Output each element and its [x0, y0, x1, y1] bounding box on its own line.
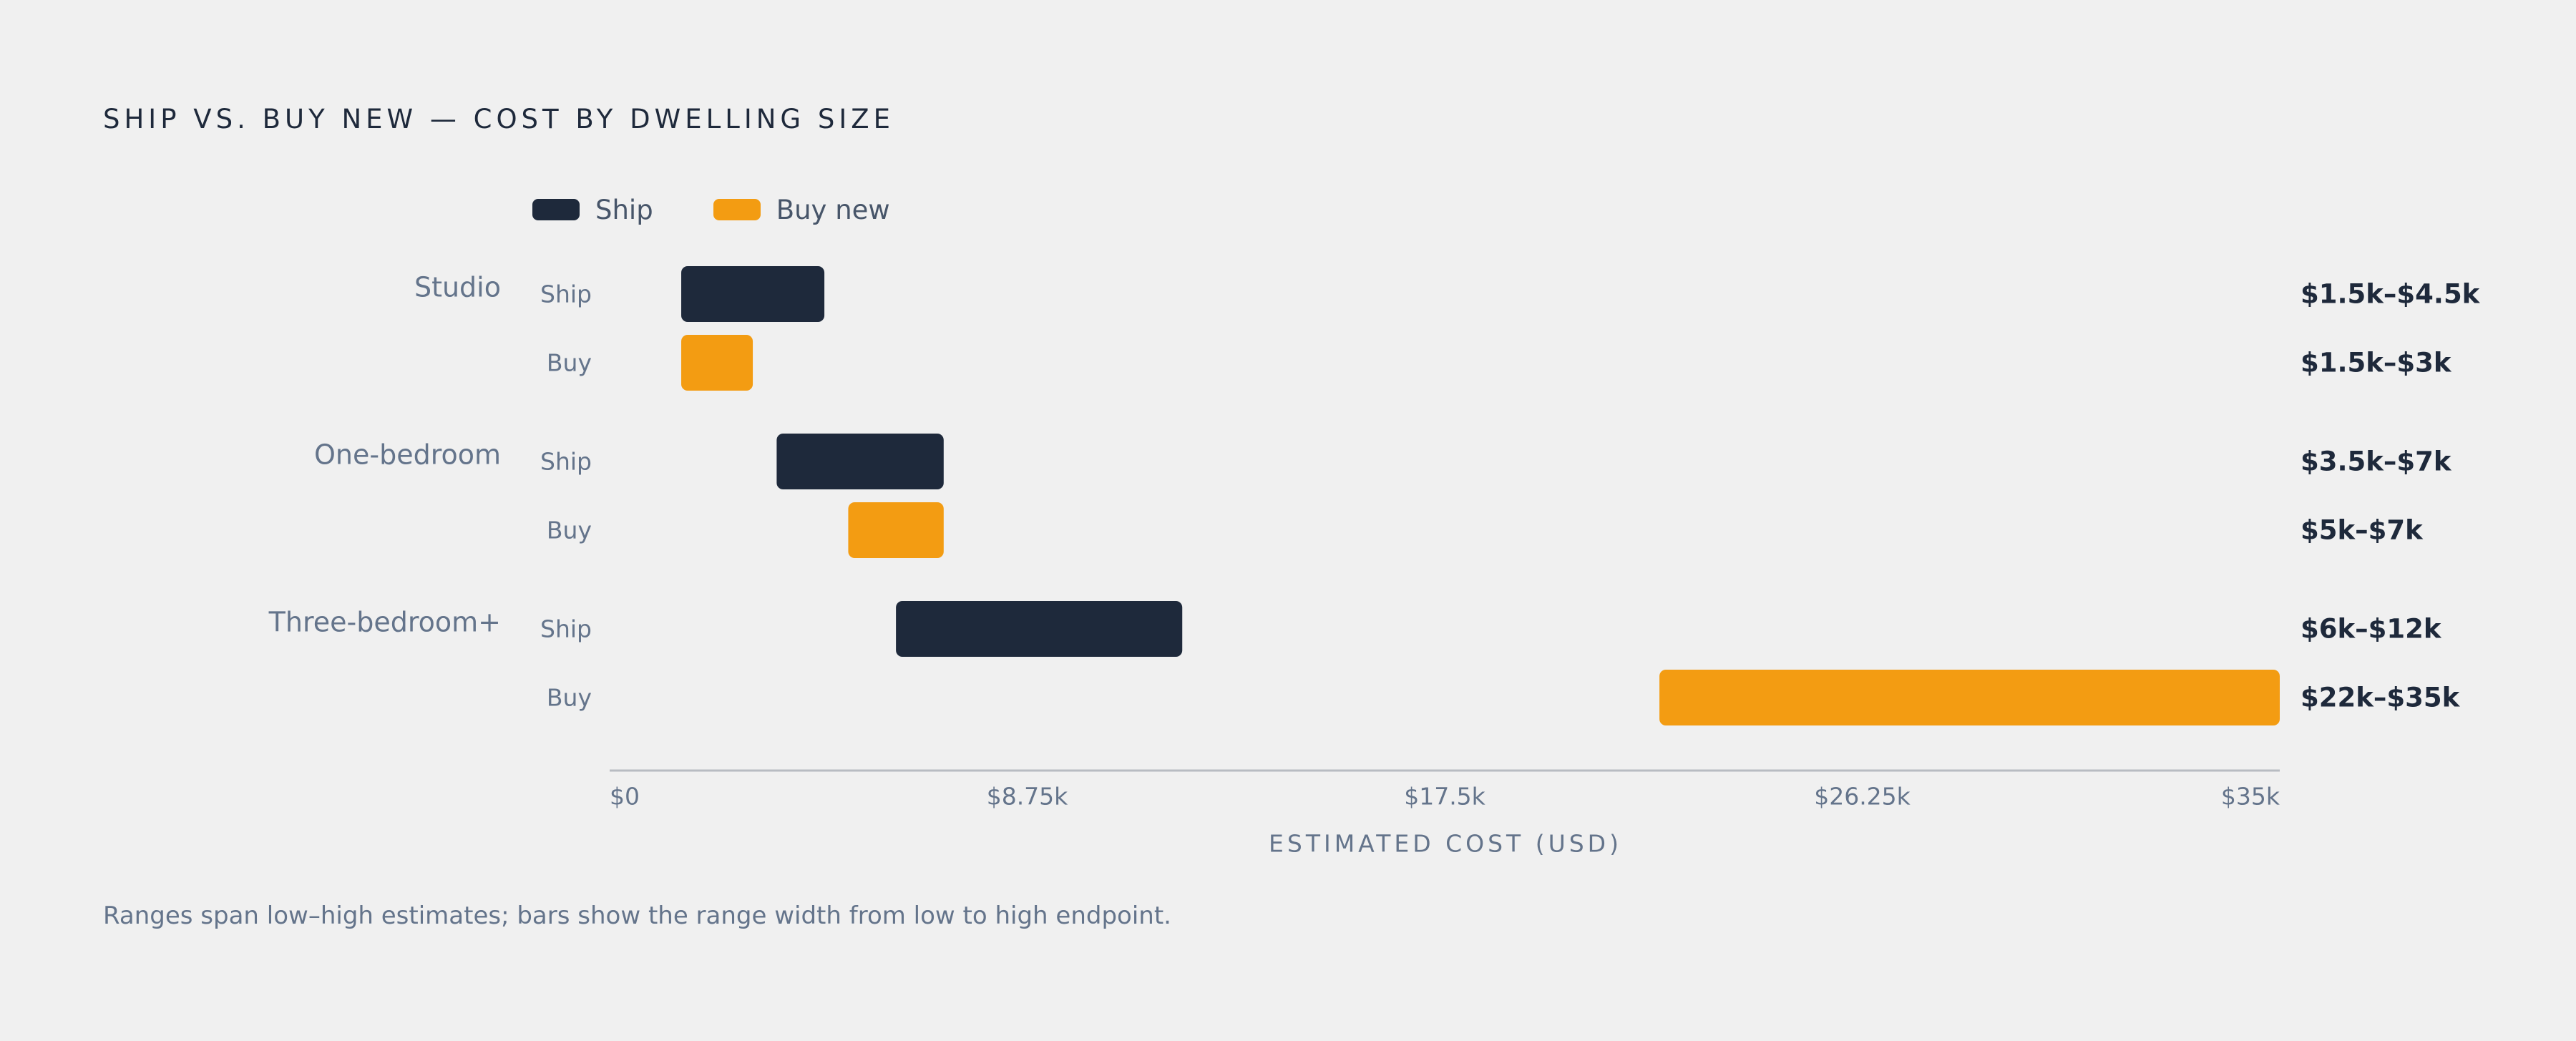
- legend-item-buy: Buy new: [713, 195, 890, 225]
- legend: Ship Buy new: [532, 190, 950, 229]
- x-tick-label: $0: [610, 783, 640, 811]
- bar-one-bedroom-buy: [848, 502, 944, 558]
- group-label-three-bedroom: Three-bedroom+: [268, 607, 501, 638]
- row-label-one-bedroom-buy: Buy: [547, 517, 592, 544]
- x-tick-label: $26.25k: [1814, 783, 1911, 811]
- x-tick-label: $17.5k: [1404, 783, 1485, 811]
- legend-item-ship: Ship: [532, 195, 653, 225]
- value-label-studio-ship: $1.5k–$4.5k: [2301, 279, 2481, 310]
- bar-studio-ship: [681, 266, 825, 322]
- row-label-one-bedroom-ship: Ship: [540, 448, 592, 476]
- group-label-one-bedroom: One-bedroom: [314, 439, 501, 471]
- value-label-one-bedroom-buy: $5k–$7k: [2301, 515, 2424, 546]
- group-label-studio: Studio: [414, 272, 501, 303]
- bar-one-bedroom-ship: [776, 434, 944, 489]
- footnote: Ranges span low–high estimates; bars sho…: [103, 901, 1171, 930]
- legend-swatch-buy: [713, 199, 761, 220]
- bar-studio-buy: [681, 335, 753, 391]
- value-label-one-bedroom-ship: $3.5k–$7k: [2301, 446, 2452, 477]
- value-label-three-bedroom-ship: $6k–$12k: [2301, 614, 2442, 645]
- row-label-three-bedroom-ship: Ship: [540, 615, 592, 643]
- legend-label-ship: Ship: [595, 194, 653, 225]
- value-label-three-bedroom-buy: $22k–$35k: [2301, 683, 2461, 713]
- legend-swatch-ship: [532, 199, 580, 220]
- x-axis-title: ESTIMATED COST (USD): [1269, 830, 1622, 858]
- chart-title: SHIP VS. BUY NEW — COST BY DWELLING SIZE: [103, 104, 894, 135]
- row-label-three-bedroom-buy: Buy: [547, 684, 592, 712]
- x-tick-label: $35k: [2221, 783, 2280, 811]
- row-label-studio-buy: Buy: [547, 349, 592, 377]
- bar-three-bedroom-buy: [1659, 670, 2280, 725]
- row-label-studio-ship: Ship: [540, 280, 592, 308]
- value-label-studio-buy: $1.5k–$3k: [2301, 348, 2452, 378]
- bar-three-bedroom-ship: [896, 601, 1183, 657]
- legend-label-buy: Buy new: [776, 194, 890, 225]
- x-tick-label: $8.75k: [987, 783, 1068, 811]
